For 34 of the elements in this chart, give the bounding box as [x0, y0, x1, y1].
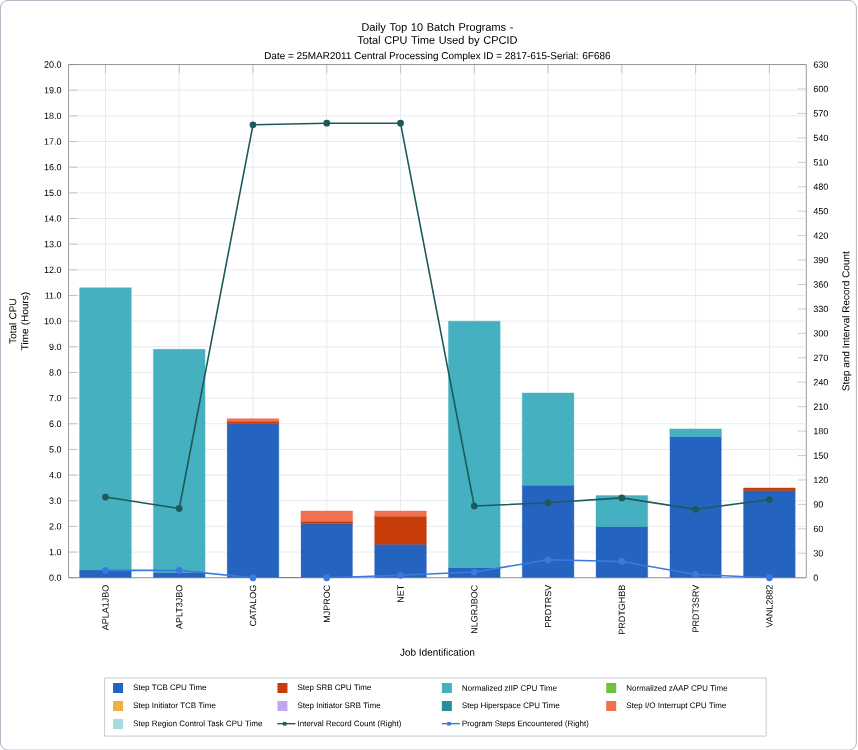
point — [175, 566, 183, 574]
bar — [743, 490, 796, 578]
point — [249, 121, 257, 128]
point — [323, 119, 331, 127]
point — [470, 568, 478, 576]
bar — [374, 510, 427, 517]
point — [102, 566, 109, 574]
bar — [300, 523, 353, 578]
bar — [79, 287, 132, 570]
point — [544, 499, 552, 506]
bar — [522, 392, 575, 486]
point — [766, 574, 773, 581]
point — [692, 505, 700, 513]
point — [766, 495, 773, 503]
point — [544, 556, 552, 563]
bar — [448, 320, 501, 568]
bar — [595, 525, 648, 578]
point — [692, 570, 700, 578]
point — [323, 574, 331, 581]
bar — [669, 428, 722, 437]
bar — [153, 348, 206, 573]
point — [175, 504, 183, 512]
point — [470, 502, 478, 510]
point — [102, 493, 109, 501]
bar — [374, 515, 427, 545]
bar — [669, 436, 722, 578]
bar — [595, 495, 648, 527]
point — [397, 119, 404, 127]
bar — [522, 484, 575, 578]
point — [618, 557, 626, 565]
bar — [226, 423, 280, 578]
point — [249, 574, 257, 581]
bar — [300, 510, 353, 522]
point — [618, 494, 626, 502]
